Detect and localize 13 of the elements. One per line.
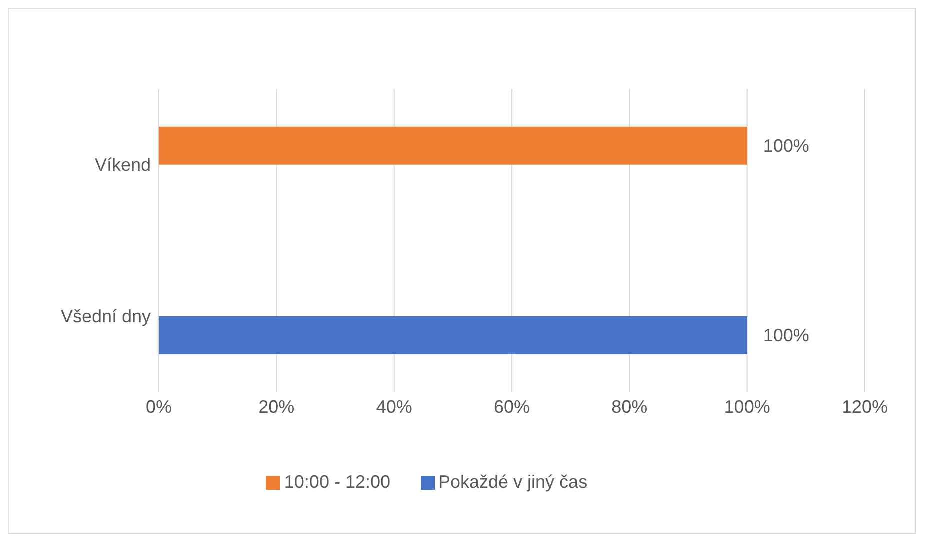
x-tick-label: 40% [376,396,412,417]
data-label: 100% [763,325,810,346]
legend-label: Pokaždé v jiný čas [438,472,588,492]
y-tick-label: Všední dny [60,306,151,327]
x-tick-label: 60% [494,396,530,417]
x-tick-label: 80% [612,396,648,417]
x-tick-label: 0% [146,396,172,417]
x-tick-label: 120% [842,396,888,417]
data-label: 100% [763,136,810,156]
x-tick-label: 100% [724,396,770,417]
x-tick-label: 20% [258,396,295,417]
y-tick-label: Víkend [94,155,151,176]
legend-label: 10:00 - 12:00 [284,472,390,492]
